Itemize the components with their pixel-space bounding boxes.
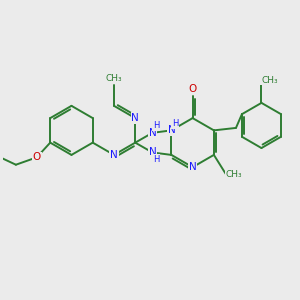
Text: N: N xyxy=(131,113,139,123)
Text: N: N xyxy=(167,125,175,135)
Text: N: N xyxy=(148,148,156,158)
Text: H: H xyxy=(153,122,160,130)
Text: O: O xyxy=(33,152,41,162)
Text: O: O xyxy=(188,84,197,94)
Text: CH₃: CH₃ xyxy=(226,170,242,179)
Text: N: N xyxy=(148,128,156,138)
Text: N: N xyxy=(110,150,118,160)
Text: CH₃: CH₃ xyxy=(106,74,122,82)
Text: CH₃: CH₃ xyxy=(261,76,278,85)
Text: N: N xyxy=(189,162,196,172)
Text: H: H xyxy=(172,119,178,128)
Text: H: H xyxy=(153,155,160,164)
